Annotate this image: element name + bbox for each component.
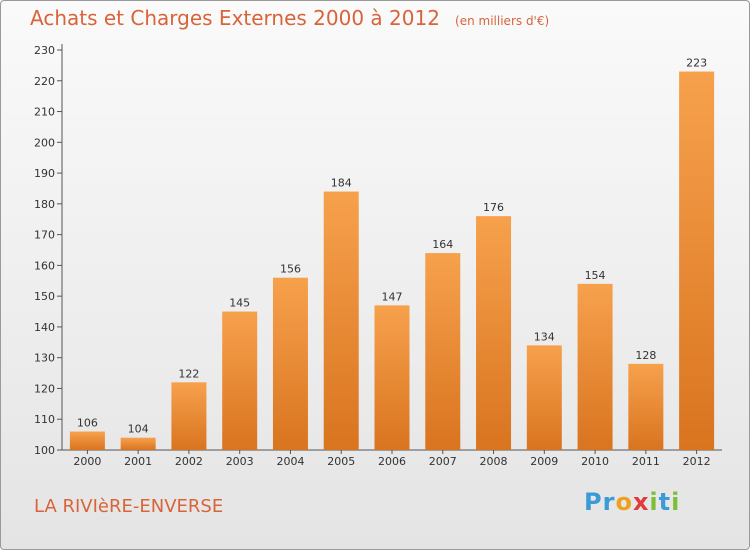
bar-value-label: 156 <box>280 263 301 276</box>
bar-value-label: 147 <box>382 290 403 303</box>
logo-letter: i <box>649 488 659 516</box>
commune-name: LA RIVIèRE-ENVERSE <box>34 496 224 517</box>
bar <box>120 437 156 450</box>
x-tick-label: 2010 <box>581 455 609 468</box>
bar <box>628 363 664 450</box>
chart-title: Achats et Charges Externes 2000 à 2012 (… <box>30 6 549 30</box>
bar <box>374 305 410 450</box>
proxiti-logo: Proxiti <box>584 488 680 516</box>
y-tick-label: 140 <box>34 321 55 334</box>
x-tick-label: 2003 <box>226 455 254 468</box>
bar <box>69 431 105 450</box>
x-tick-label: 2007 <box>429 455 457 468</box>
bar-value-label: 184 <box>331 177 352 190</box>
y-tick-label: 180 <box>34 198 55 211</box>
bar-value-label: 134 <box>534 330 555 343</box>
y-tick-label: 170 <box>34 229 55 242</box>
bar <box>323 191 359 451</box>
y-tick-label: 220 <box>34 75 55 88</box>
y-tick-label: 230 <box>34 44 55 57</box>
x-tick-label: 2006 <box>378 455 406 468</box>
bar <box>171 382 207 450</box>
y-tick-label: 130 <box>34 352 55 365</box>
bar-value-label: 223 <box>686 57 707 70</box>
bar <box>577 283 613 450</box>
bar-value-label: 176 <box>483 201 504 214</box>
y-tick-label: 200 <box>34 136 55 149</box>
logo-letter: i <box>671 488 681 516</box>
y-tick-label: 190 <box>34 167 55 180</box>
x-tick-label: 2012 <box>683 455 711 468</box>
bar-value-label: 145 <box>229 297 250 310</box>
logo-letter: o <box>615 488 633 516</box>
logo-letter: t <box>658 488 672 516</box>
bar <box>679 71 715 451</box>
x-tick-label: 2002 <box>175 455 203 468</box>
bar <box>222 311 258 450</box>
bar-value-label: 154 <box>585 269 606 282</box>
bar-value-label: 128 <box>635 349 656 362</box>
bar-value-label: 104 <box>128 423 149 436</box>
bar <box>425 253 461 450</box>
y-tick-label: 120 <box>34 382 55 395</box>
y-tick-label: 160 <box>34 259 55 272</box>
chart-title-main: Achats et Charges Externes 2000 à 2012 <box>30 6 440 30</box>
bar-value-label: 106 <box>77 417 98 430</box>
bar <box>476 216 512 450</box>
logo-letter: x <box>632 488 650 516</box>
y-tick-label: 150 <box>34 290 55 303</box>
bar <box>272 277 308 450</box>
x-tick-label: 2008 <box>480 455 508 468</box>
bar-value-label: 122 <box>178 367 199 380</box>
chart-title-unit: (en milliers d'€) <box>455 14 550 28</box>
x-tick-label: 2000 <box>73 455 101 468</box>
x-tick-label: 2001 <box>124 455 152 468</box>
y-tick-label: 210 <box>34 106 55 119</box>
x-tick-label: 2011 <box>632 455 660 468</box>
logo-letter: P <box>584 488 603 516</box>
y-tick-label: 100 <box>34 444 55 457</box>
x-tick-label: 2004 <box>276 455 304 468</box>
x-tick-label: 2009 <box>530 455 558 468</box>
y-tick-label: 110 <box>34 413 55 426</box>
logo-letter: r <box>602 488 616 516</box>
bar <box>526 345 562 450</box>
bar-value-label: 164 <box>432 238 453 251</box>
x-tick-label: 2005 <box>327 455 355 468</box>
